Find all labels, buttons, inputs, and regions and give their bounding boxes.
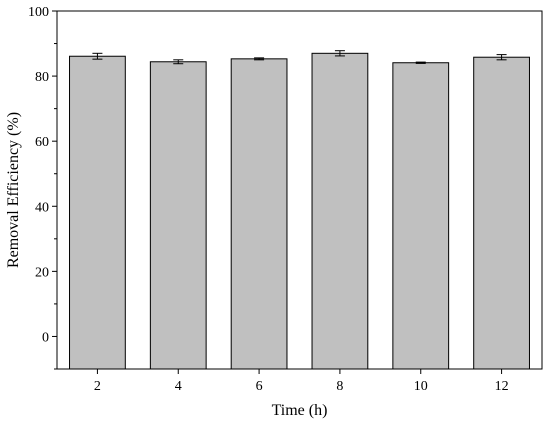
y-tick-label: 0 (42, 330, 49, 345)
y-tick-label: 40 (35, 200, 49, 215)
x-tick-label: 4 (175, 379, 182, 394)
y-tick-label: 80 (35, 70, 49, 85)
x-tick-label: 2 (94, 379, 101, 394)
bar (311, 52, 369, 370)
y-tick-label: 60 (35, 135, 49, 150)
x-axis-title: Time (h) (272, 402, 328, 419)
plot-frame (56, 10, 543, 370)
x-tick-label: 6 (256, 379, 263, 394)
y-axis: 0 20 40 60 80 100 (28, 5, 57, 370)
bar (69, 55, 126, 370)
y-axis-title: Removal Efficiency (%) (5, 112, 22, 268)
x-tick-label: 12 (495, 379, 509, 394)
bar (149, 61, 207, 370)
bars-group (69, 52, 530, 370)
x-axis: 2 4 6 8 10 12 (94, 369, 509, 394)
error-bars-group (92, 50, 507, 65)
y-tick-label: 100 (28, 5, 49, 20)
bar (473, 56, 530, 370)
y-tick-label: 20 (35, 265, 49, 280)
x-tick-label: 10 (414, 379, 428, 394)
bar (392, 62, 450, 370)
x-tick-label: 8 (336, 379, 343, 394)
bar (230, 58, 288, 370)
